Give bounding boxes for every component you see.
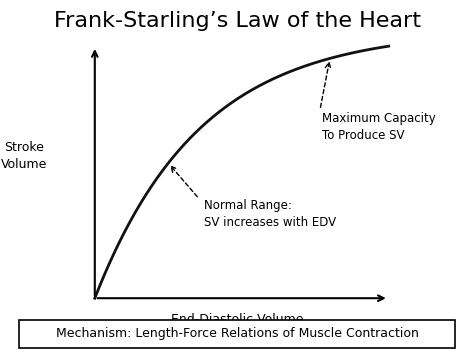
Text: Maximum Capacity
To Produce SV: Maximum Capacity To Produce SV <box>322 112 436 142</box>
Text: Mechanism: Length-Force Relations of Muscle Contraction: Mechanism: Length-Force Relations of Mus… <box>55 327 419 340</box>
FancyBboxPatch shape <box>19 320 455 348</box>
Text: Frank-Starling’s Law of the Heart: Frank-Starling’s Law of the Heart <box>54 11 420 31</box>
Text: Normal Range:
SV increases with EDV: Normal Range: SV increases with EDV <box>204 199 336 229</box>
Text: Stroke
Volume: Stroke Volume <box>0 141 47 171</box>
Text: End-Diastolic Volume: End-Diastolic Volume <box>171 313 303 326</box>
